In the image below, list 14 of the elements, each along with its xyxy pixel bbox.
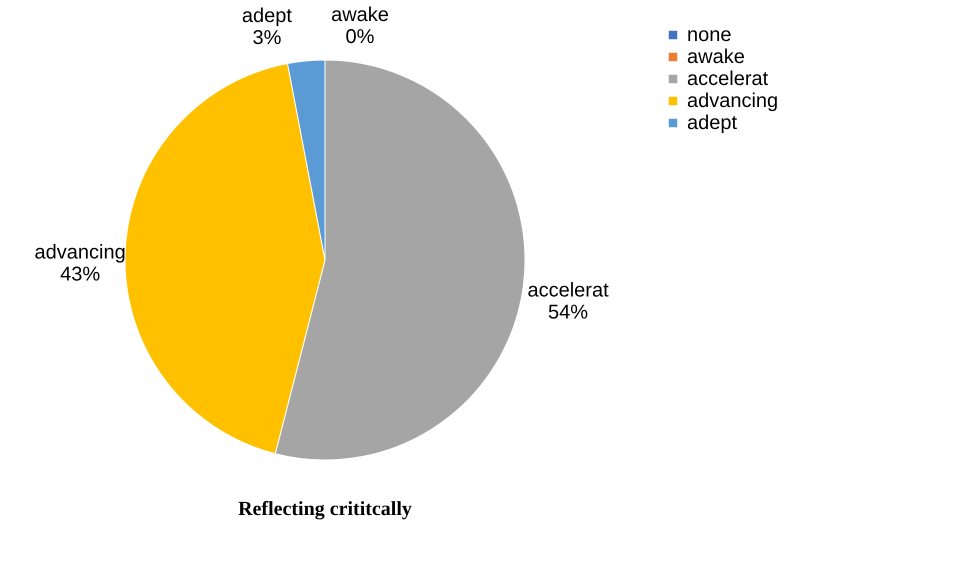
slice-label: advancing xyxy=(34,241,126,264)
legend-label: accelerat xyxy=(687,68,769,90)
slice-label: accelerat xyxy=(527,280,610,302)
legend-label: none xyxy=(687,24,732,46)
legend-label: awake xyxy=(687,46,745,68)
category-label: awake xyxy=(331,4,389,26)
data-label: 54% xyxy=(548,302,588,324)
data-label: 43% xyxy=(60,263,100,286)
legend-label: adept xyxy=(687,112,738,134)
text: Reflecting crititcally xyxy=(238,498,412,520)
text: 0% xyxy=(346,26,374,48)
legend-label: advancing xyxy=(687,90,778,112)
data-label: 3% xyxy=(252,27,282,50)
slice-label: adept xyxy=(242,5,292,28)
